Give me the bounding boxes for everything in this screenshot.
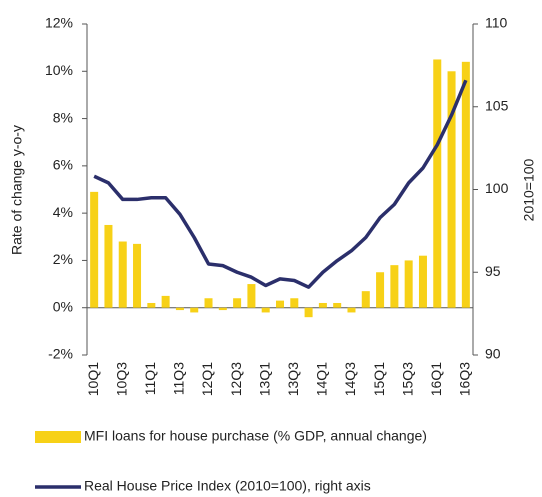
bar [161,295,170,308]
bar [433,59,442,308]
bar [233,298,242,308]
bar [376,272,385,308]
x-tick-label: 14Q1 [314,362,330,396]
legend-label: MFI loans for house purchase (% GDP, ann… [84,428,427,444]
x-tick-label: 16Q1 [428,362,444,396]
y-tick-label: 0% [53,298,73,314]
bar [461,61,470,308]
x-tick-label: 12Q1 [199,362,215,396]
x-tick-label: 14Q3 [342,362,358,396]
bar [204,298,213,308]
line [93,79,468,289]
y-tick-label: -2% [48,346,73,362]
bar [118,241,127,308]
bar [404,260,413,308]
bar [290,298,299,308]
y2-tick-label: 95 [485,263,501,279]
bar [361,291,370,308]
x-tick-label: 10Q3 [113,362,129,396]
x-tick-label: 16Q3 [457,362,473,396]
bar [190,307,199,313]
legend-swatch [35,431,81,443]
y-tick-label: 12% [45,15,73,31]
bar [261,307,270,313]
legend-label: Real House Price Index (2010=100), right… [84,478,371,494]
bar [147,302,156,308]
x-tick-label: 13Q3 [285,362,301,396]
y-tick-label: 4% [53,204,73,220]
y-tick-label: 8% [53,109,73,125]
bar [390,265,399,308]
x-tick-label: 15Q3 [399,362,415,396]
bar [218,307,227,311]
x-tick-label: 13Q1 [256,362,272,396]
x-tick-label: 15Q1 [371,362,387,396]
x-tick-label: 11Q3 [171,362,187,395]
y-tick-label: 6% [53,157,73,173]
x-tick-label: 10Q1 [85,362,101,396]
bar [318,302,327,308]
bar [275,300,285,308]
bar [133,243,142,308]
x-tick-label: 12Q3 [228,362,244,396]
y2-tick-label: 100 [485,180,509,196]
y-tick-label: 10% [45,62,73,78]
bar [175,307,184,311]
bar [90,191,99,308]
bar [304,307,313,318]
y2-tick-label: 110 [485,15,508,31]
bar [104,224,113,308]
bar [447,71,456,308]
y2-tick-label: 105 [485,97,509,113]
y-tick-label: 2% [53,251,73,267]
bar [418,255,427,308]
y2-tick-label: 90 [485,346,501,362]
y-axis-label: Rate of change y-o-y [9,125,25,255]
x-tick-label: 11Q1 [142,362,158,395]
y2-axis-label: 2010=100 [521,158,537,221]
bar [247,284,256,308]
bar [333,302,342,308]
bar [347,307,356,313]
